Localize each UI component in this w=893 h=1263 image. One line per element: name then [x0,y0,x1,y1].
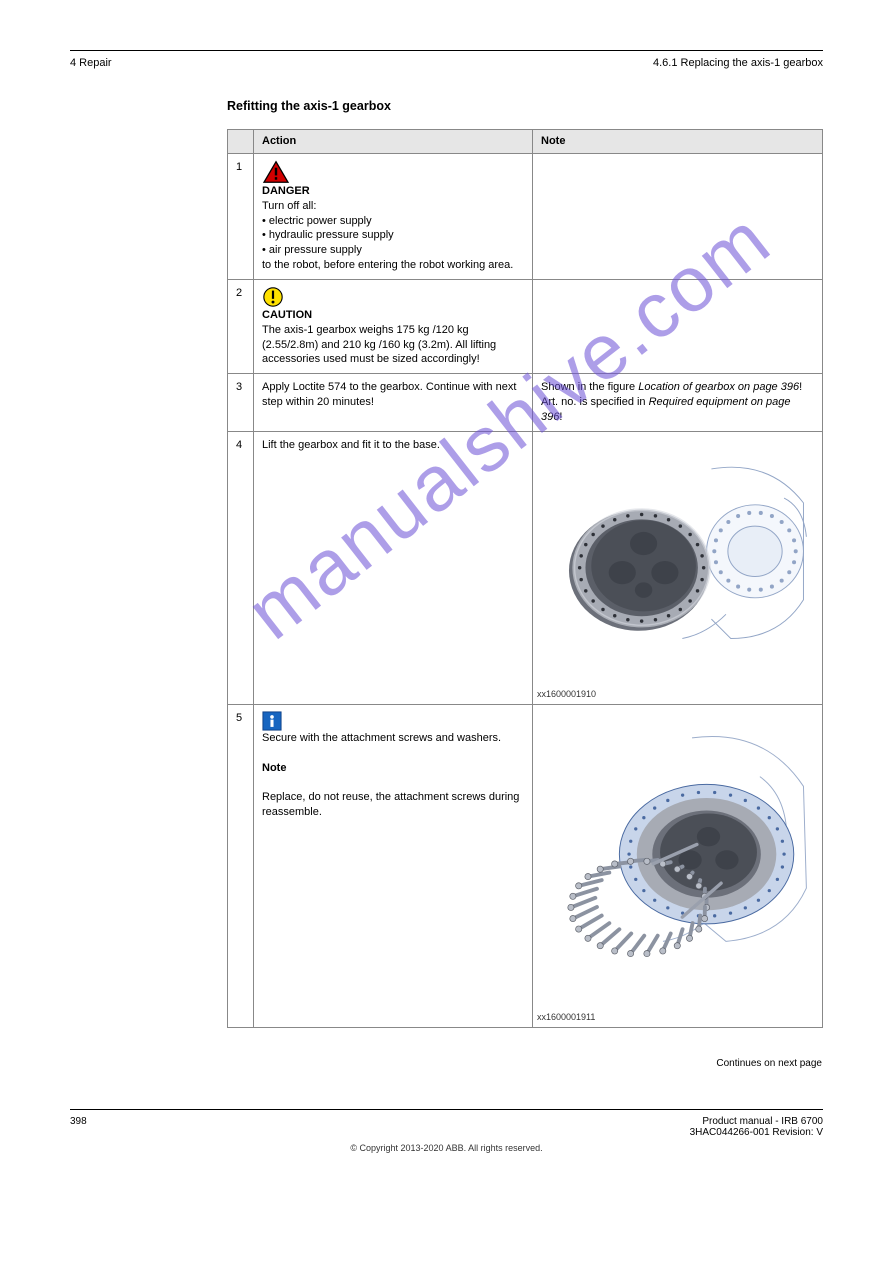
th-action: Action [254,130,533,154]
image-caption: xx1600001910 [537,688,818,700]
image-caption: xx1600001911 [537,1011,818,1023]
table-row: 5 Secure with the attachment screws and … [228,704,823,1027]
step-action: DANGERTurn off all:• electric power supp… [254,153,533,279]
continues-label: Continues on next page [227,1058,822,1069]
gearbox-screws-illustration [537,709,818,1009]
step-action: Apply Loctite 574 to the gearbox. Contin… [254,374,533,432]
step-number: 5 [228,704,254,1027]
step-action: CAUTIONThe axis-1 gearbox weighs 175 kg … [254,279,533,373]
step-note [533,279,823,373]
step-number: 2 [228,279,254,373]
th-note: Note [533,130,823,154]
section-title: Refitting the axis-1 gearbox [227,99,823,113]
copyright: © Copyright 2013-2020 ABB. All rights re… [350,1143,542,1153]
note-icon [262,711,282,731]
step-action: Lift the gearbox and fit it to the base. [254,431,533,704]
page-number: 398 [70,1116,87,1138]
step-note: xx1600001910 [533,431,823,704]
step-number: 4 [228,431,254,704]
doc-id: Product manual - IRB 6700 [702,1116,823,1127]
step-note: xx1600001911 [533,704,823,1027]
step-number: 3 [228,374,254,432]
table-row: 4Lift the gearbox and fit it to the base… [228,431,823,704]
header-right: 4.6.1 Replacing the axis-1 gearbox [653,57,823,69]
table-row: 1 DANGERTurn off all:• electric power su… [228,153,823,279]
th-num [228,130,254,154]
step-note [533,153,823,279]
steps-table: Action Note 1 DANGERTurn off all:• elect… [227,129,823,1028]
header-left: 4 Repair [70,57,112,69]
danger-icon [262,160,290,184]
caution-icon [262,286,284,308]
step-action: Secure with the attachment screws and wa… [254,704,533,1027]
step-note: Shown in the figure Location of gearbox … [533,374,823,432]
table-row: 2 CAUTIONThe axis-1 gearbox weighs 175 k… [228,279,823,373]
gearbox-lift-illustration [537,436,818,686]
table-row: 3Apply Loctite 574 to the gearbox. Conti… [228,374,823,432]
doc-rev: 3HAC044266-001 Revision: V [690,1127,823,1138]
step-number: 1 [228,153,254,279]
